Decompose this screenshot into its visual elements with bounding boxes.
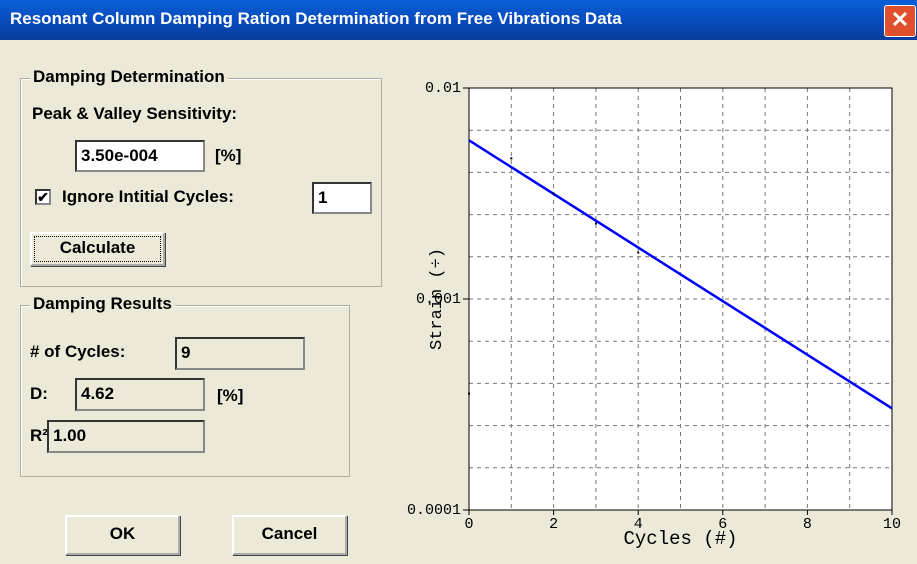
- x-tick-label: 4: [634, 516, 643, 533]
- cycles-field: 9: [175, 337, 305, 370]
- x-tick-label: 2: [549, 516, 558, 533]
- close-button[interactable]: ✕: [884, 5, 916, 37]
- label: Peak & Valley Sensitivity:: [32, 104, 238, 123]
- ok-button[interactable]: OK: [65, 515, 180, 555]
- checkbox[interactable]: ✔: [35, 189, 51, 205]
- fit-line: [468, 139, 893, 410]
- plot-frame: [468, 87, 893, 511]
- x-tick-label: 10: [883, 516, 901, 533]
- calculate-button[interactable]: Calculate: [30, 232, 165, 266]
- cancel-button[interactable]: Cancel: [232, 515, 347, 555]
- x-tick-label: 6: [718, 516, 727, 533]
- unit: [%]: [215, 146, 242, 165]
- group-label: Damping Results: [30, 294, 175, 314]
- r2-field: 1.00: [47, 420, 205, 453]
- group-label: Damping Determination: [30, 67, 228, 87]
- x-axis-label: Cycles (#): [623, 528, 737, 550]
- data-point: [552, 192, 555, 195]
- x-tick-label: 0: [464, 516, 473, 533]
- label: D:: [30, 384, 48, 403]
- x-tick-label: 8: [803, 516, 812, 533]
- data-point: [510, 157, 513, 160]
- title-bar: Resonant Column Damping Ration Determina…: [0, 0, 917, 40]
- d-field: 4.62: [75, 378, 205, 411]
- ignore-input[interactable]: 1: [312, 182, 372, 214]
- data-point: [468, 392, 470, 395]
- label: # of Cycles:: [30, 342, 126, 361]
- group-box: [20, 305, 350, 477]
- data-point: [594, 222, 597, 225]
- unit: [%]: [217, 386, 244, 405]
- y-tick-label: 0.001: [416, 291, 461, 308]
- window-title: Resonant Column Damping Ration Determina…: [10, 9, 622, 28]
- y-axis-label: Strain (÷): [428, 248, 447, 350]
- sensitivity-input[interactable]: 3.50e-004: [75, 140, 205, 172]
- y-tick-label: 0.01: [425, 80, 461, 97]
- chart: 0.0001 0.001 0.01 0 2 4 6 8 10 Cycles (#) Strain (…: [407, 80, 901, 550]
- label: Ignore Intitial Cycles:: [62, 187, 234, 206]
- data-point: [637, 251, 640, 254]
- y-tick-label: 0.0001: [407, 502, 461, 519]
